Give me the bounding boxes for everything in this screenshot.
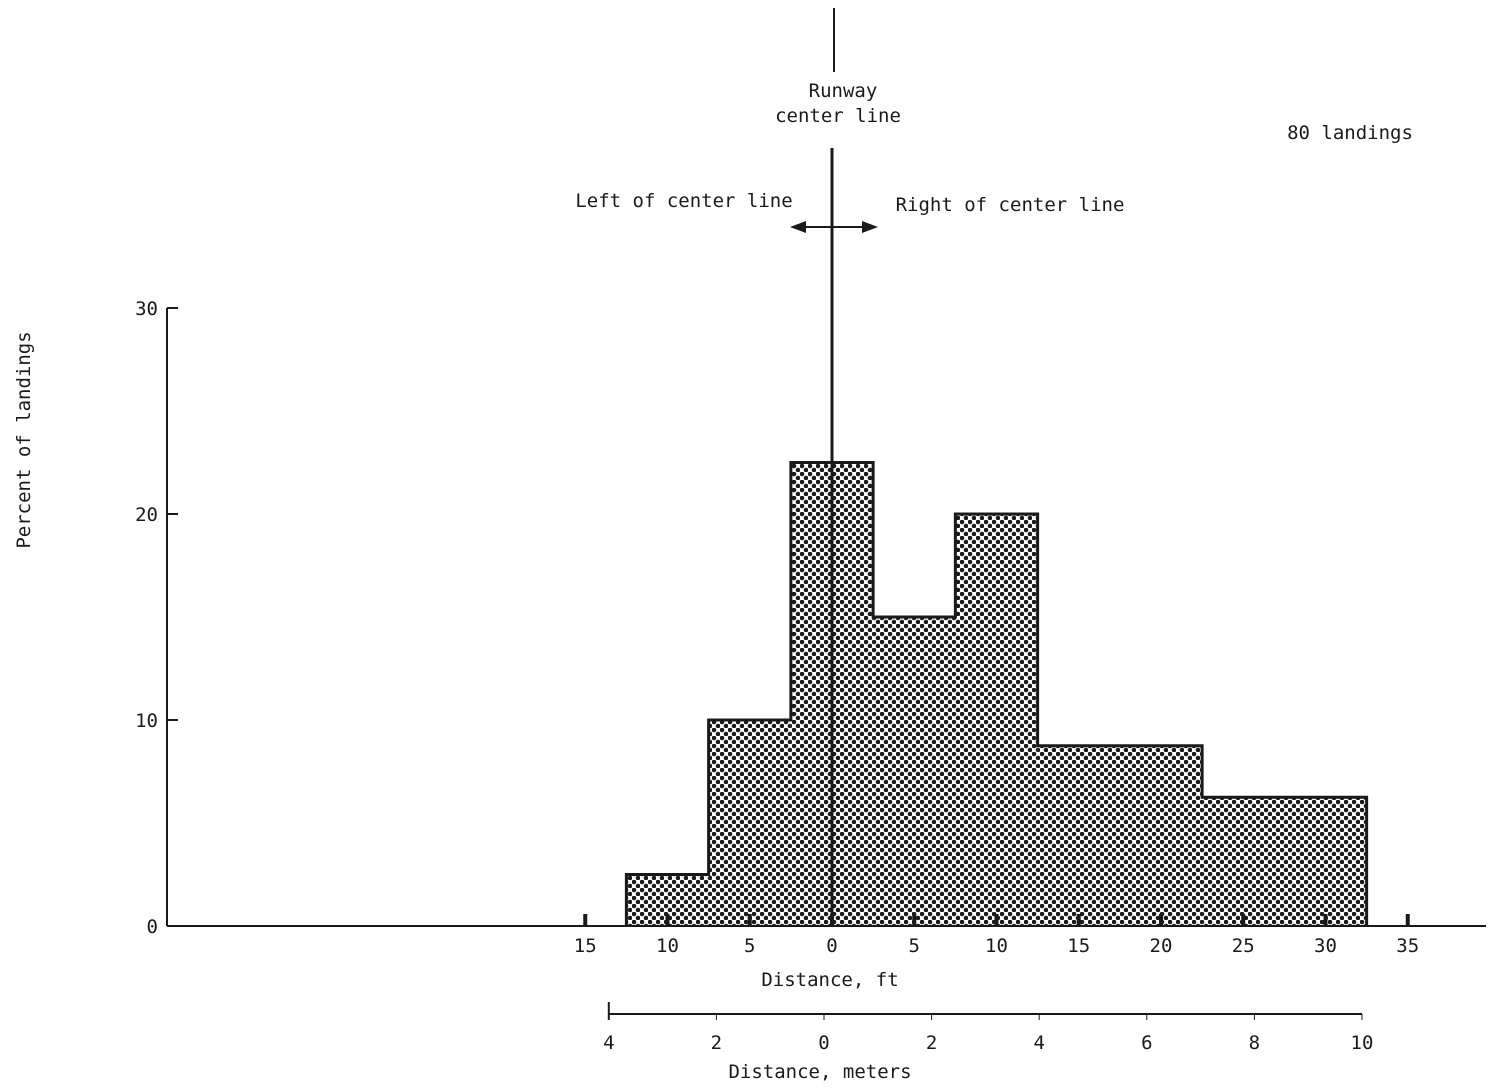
bars-group xyxy=(624,461,1369,926)
y-ticks-group: 0 10 20 30 xyxy=(135,298,178,938)
x-axis-label: Distance, ft xyxy=(761,969,898,991)
histogram-outline xyxy=(624,461,1369,926)
x-tick-label: 30 xyxy=(1314,935,1337,957)
x-tick-label: 35 xyxy=(1396,935,1419,957)
centerline-label-line1: Runway xyxy=(809,80,878,102)
meter-tick-label: 10 xyxy=(1351,1032,1374,1054)
left-of-center-label: Left of center line xyxy=(575,190,792,212)
left-arrow-icon xyxy=(790,221,806,233)
histogram-bar xyxy=(1037,745,1203,926)
histogram-bar xyxy=(708,720,791,926)
right-of-center-label: Right of center line xyxy=(896,194,1125,216)
x-tick-label: 10 xyxy=(656,935,679,957)
x-tick-label: 5 xyxy=(909,935,920,957)
y-tick-label: 30 xyxy=(135,298,158,320)
centerline-label-line2: center line xyxy=(775,105,901,127)
meter-tick-label: 2 xyxy=(711,1032,722,1054)
meter-ticks-group: 4 2 0 2 4 6 8 10 xyxy=(603,1002,1373,1054)
centerline-group xyxy=(790,8,878,926)
y-tick-label: 20 xyxy=(135,504,158,526)
histogram-bar xyxy=(1202,797,1367,926)
right-arrow-icon xyxy=(862,221,878,233)
x-ticks-group: 15 10 5 0 5 10 15 20 25 30 35 xyxy=(574,914,1419,957)
meter-tick-label: 8 xyxy=(1249,1032,1260,1054)
x-tick-label: 20 xyxy=(1150,935,1173,957)
meter-tick-label: 6 xyxy=(1141,1032,1152,1054)
meter-tick-label: 4 xyxy=(1033,1032,1044,1054)
meter-tick-label: 0 xyxy=(818,1032,829,1054)
meter-tick-label: 2 xyxy=(926,1032,937,1054)
histogram-bar xyxy=(955,514,1038,926)
x-tick-label: 10 xyxy=(985,935,1008,957)
y-tick-label: 0 xyxy=(147,916,158,938)
histogram-bar xyxy=(873,617,956,926)
x-tick-label: 15 xyxy=(1067,935,1090,957)
y-tick-label: 10 xyxy=(135,710,158,732)
x-tick-label: 5 xyxy=(744,935,755,957)
x-tick-label: 0 xyxy=(826,935,837,957)
x-tick-label: 25 xyxy=(1232,935,1255,957)
y-axis-label: Percent of landings xyxy=(13,331,35,548)
x-axis-label-meters: Distance, meters xyxy=(728,1061,911,1083)
x-tick-label: 15 xyxy=(574,935,597,957)
landings-count-annotation: 80 landings xyxy=(1287,122,1413,144)
axes-group xyxy=(166,308,1486,927)
meter-tick-label: 4 xyxy=(603,1032,614,1054)
